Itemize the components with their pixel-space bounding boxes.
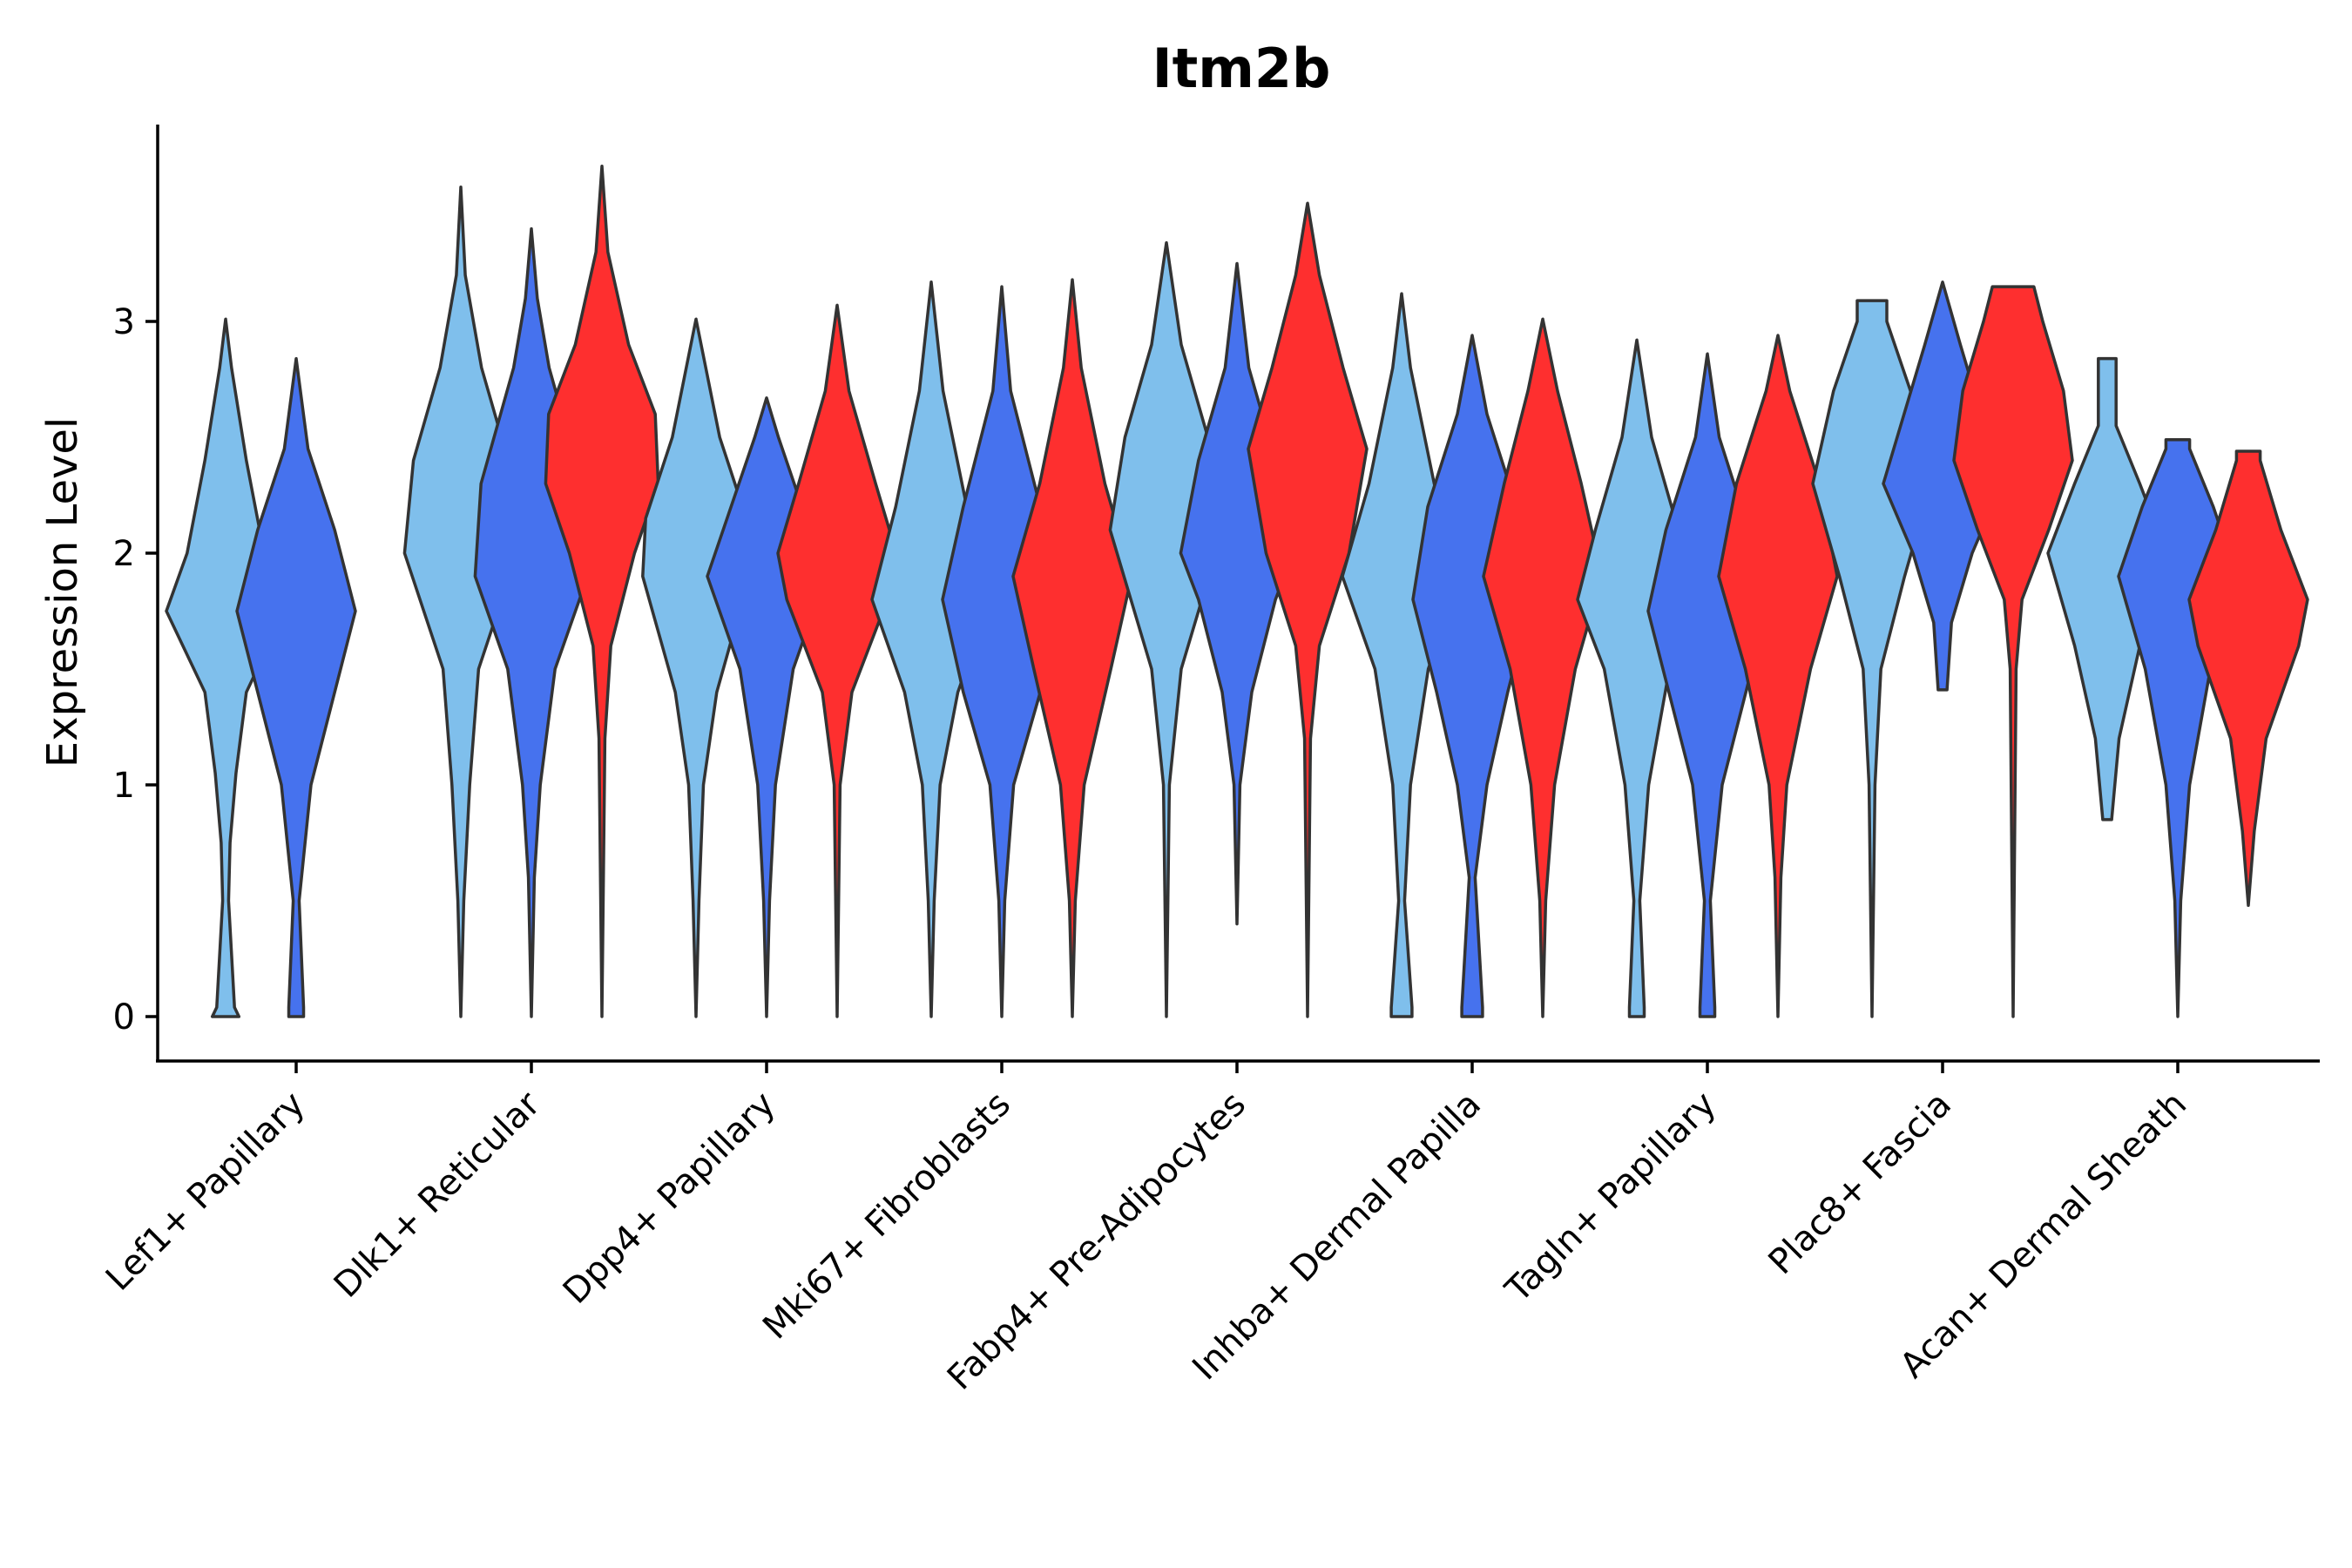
violin-acan-dermal-sheath-s2 bbox=[2187, 449, 2309, 908]
violin-inhba-dermal-papilla-s2 bbox=[1482, 317, 1604, 1018]
violin-plac8-fascia-s2 bbox=[1952, 285, 2074, 1018]
violin-inhba-dermal-papilla-s0 bbox=[1341, 292, 1463, 1018]
y-axis-label: Expression Level bbox=[38, 417, 87, 768]
violin-fabp4-pre-adipocytes-s2 bbox=[1247, 201, 1369, 1018]
y-tick-label: 2 bbox=[113, 534, 135, 574]
violin-plac8-fascia-s1 bbox=[1882, 280, 2004, 692]
violin-dlk1-reticular-s1 bbox=[473, 226, 590, 1018]
violin-dpp4-papillary-s2 bbox=[776, 303, 898, 1018]
violin-dlk1-reticular-s0 bbox=[402, 185, 519, 1018]
x-tick-label: Dlk1+ Reticular bbox=[327, 1084, 549, 1306]
x-tick-label: Tagln+ Papillary bbox=[1497, 1085, 1724, 1311]
violin-mki67-fibroblasts-s1 bbox=[941, 285, 1063, 1018]
chart-title: Itm2b bbox=[1152, 37, 1331, 100]
violin-lef1-papillary-s1 bbox=[235, 356, 357, 1018]
y-tick-label: 1 bbox=[113, 766, 135, 806]
x-tick-label: Dpp4+ Papillary bbox=[556, 1085, 783, 1312]
x-tick-label: Mki67+ Fibroblasts bbox=[755, 1085, 1018, 1348]
violins-group bbox=[165, 165, 2309, 1018]
violin-mki67-fibroblasts-s0 bbox=[870, 280, 992, 1018]
violin-dpp4-papillary-s0 bbox=[641, 317, 751, 1018]
violin-tagln-papillary-s0 bbox=[1576, 338, 1698, 1018]
x-tick-label: Plac8+ Fascia bbox=[1761, 1085, 1960, 1283]
violin-fabp4-pre-adipocytes-s0 bbox=[1108, 240, 1225, 1018]
violin-mki67-fibroblasts-s2 bbox=[1011, 278, 1133, 1018]
violin-dlk1-reticular-s2 bbox=[544, 165, 660, 1018]
y-tick-label: 3 bbox=[113, 302, 135, 342]
x-axis-ticks: Lef1+ Papillary Dlk1+ Reticular Dpp4+ Papi… bbox=[98, 1061, 2194, 1398]
y-axis-ticks: 0 1 2 3 bbox=[113, 302, 158, 1037]
violin-tagln-papillary-s2 bbox=[1717, 334, 1839, 1018]
y-tick-label: 0 bbox=[113, 997, 135, 1037]
violin-lef1-papillary-s0 bbox=[165, 317, 287, 1018]
x-tick-label: Lef1+ Papillary bbox=[98, 1085, 313, 1299]
